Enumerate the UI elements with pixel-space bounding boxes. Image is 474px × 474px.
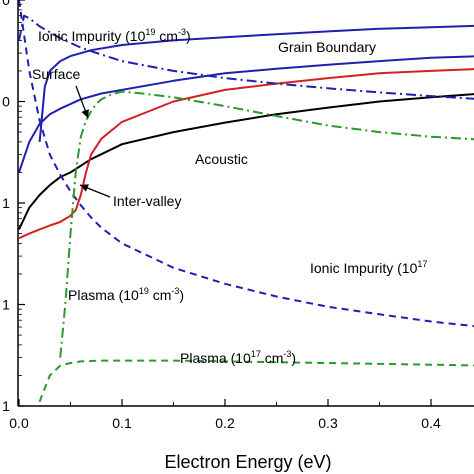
y-tick-label: 1 <box>2 195 10 211</box>
inter-valley-arrow-head <box>80 184 89 192</box>
annotation-label: Surface <box>32 66 80 82</box>
arrows <box>75 85 111 198</box>
series-line-5 <box>18 0 474 328</box>
annotation-label: Grain Boundary <box>278 39 376 55</box>
x-tick-label: 0.3 <box>318 415 338 431</box>
y-tick-label: 0 <box>2 94 10 110</box>
series-line-7 <box>38 359 474 403</box>
annotation-label: Inter-valley <box>113 193 181 209</box>
surface-arrow-head <box>81 109 89 118</box>
axis-ticks: 0.0 0.1 0.2 0.3 0.4 0 0 1 1 1 <box>2 0 441 431</box>
x-axis-label: Electron Energy (eV) <box>164 452 331 472</box>
x-tick-label: 0.4 <box>421 415 441 431</box>
series-layer <box>18 0 474 403</box>
series-line-6 <box>59 90 474 358</box>
annotation-label: Ionic Impurity (1017 <box>310 259 427 276</box>
series-line-1 <box>18 55 474 173</box>
annotation-label: Acoustic <box>195 151 248 167</box>
series-line-2 <box>18 93 474 230</box>
x-tick-label: 0.1 <box>112 415 132 431</box>
annotation-label: Plasma (1019 cm-3) <box>68 286 184 303</box>
annotations: Grain Boundary Surface Acoustic Inter-valle… <box>32 27 427 366</box>
y-tick-label: 1 <box>2 398 10 414</box>
annotation-label: Ionic Impurity (1019 cm-3) <box>38 27 191 44</box>
series-line-3 <box>18 68 474 240</box>
y-tick-label: 1 <box>2 297 10 313</box>
x-tick-label: 0.0 <box>9 415 29 431</box>
annotation-label: Plasma (1017 cm-3) <box>180 349 296 366</box>
plot-frame <box>17 0 474 407</box>
series-line-4 <box>18 14 474 100</box>
x-tick-label: 0.2 <box>215 415 235 431</box>
series-line-0 <box>38 24 474 142</box>
y-tick-label: 0 <box>2 0 10 8</box>
